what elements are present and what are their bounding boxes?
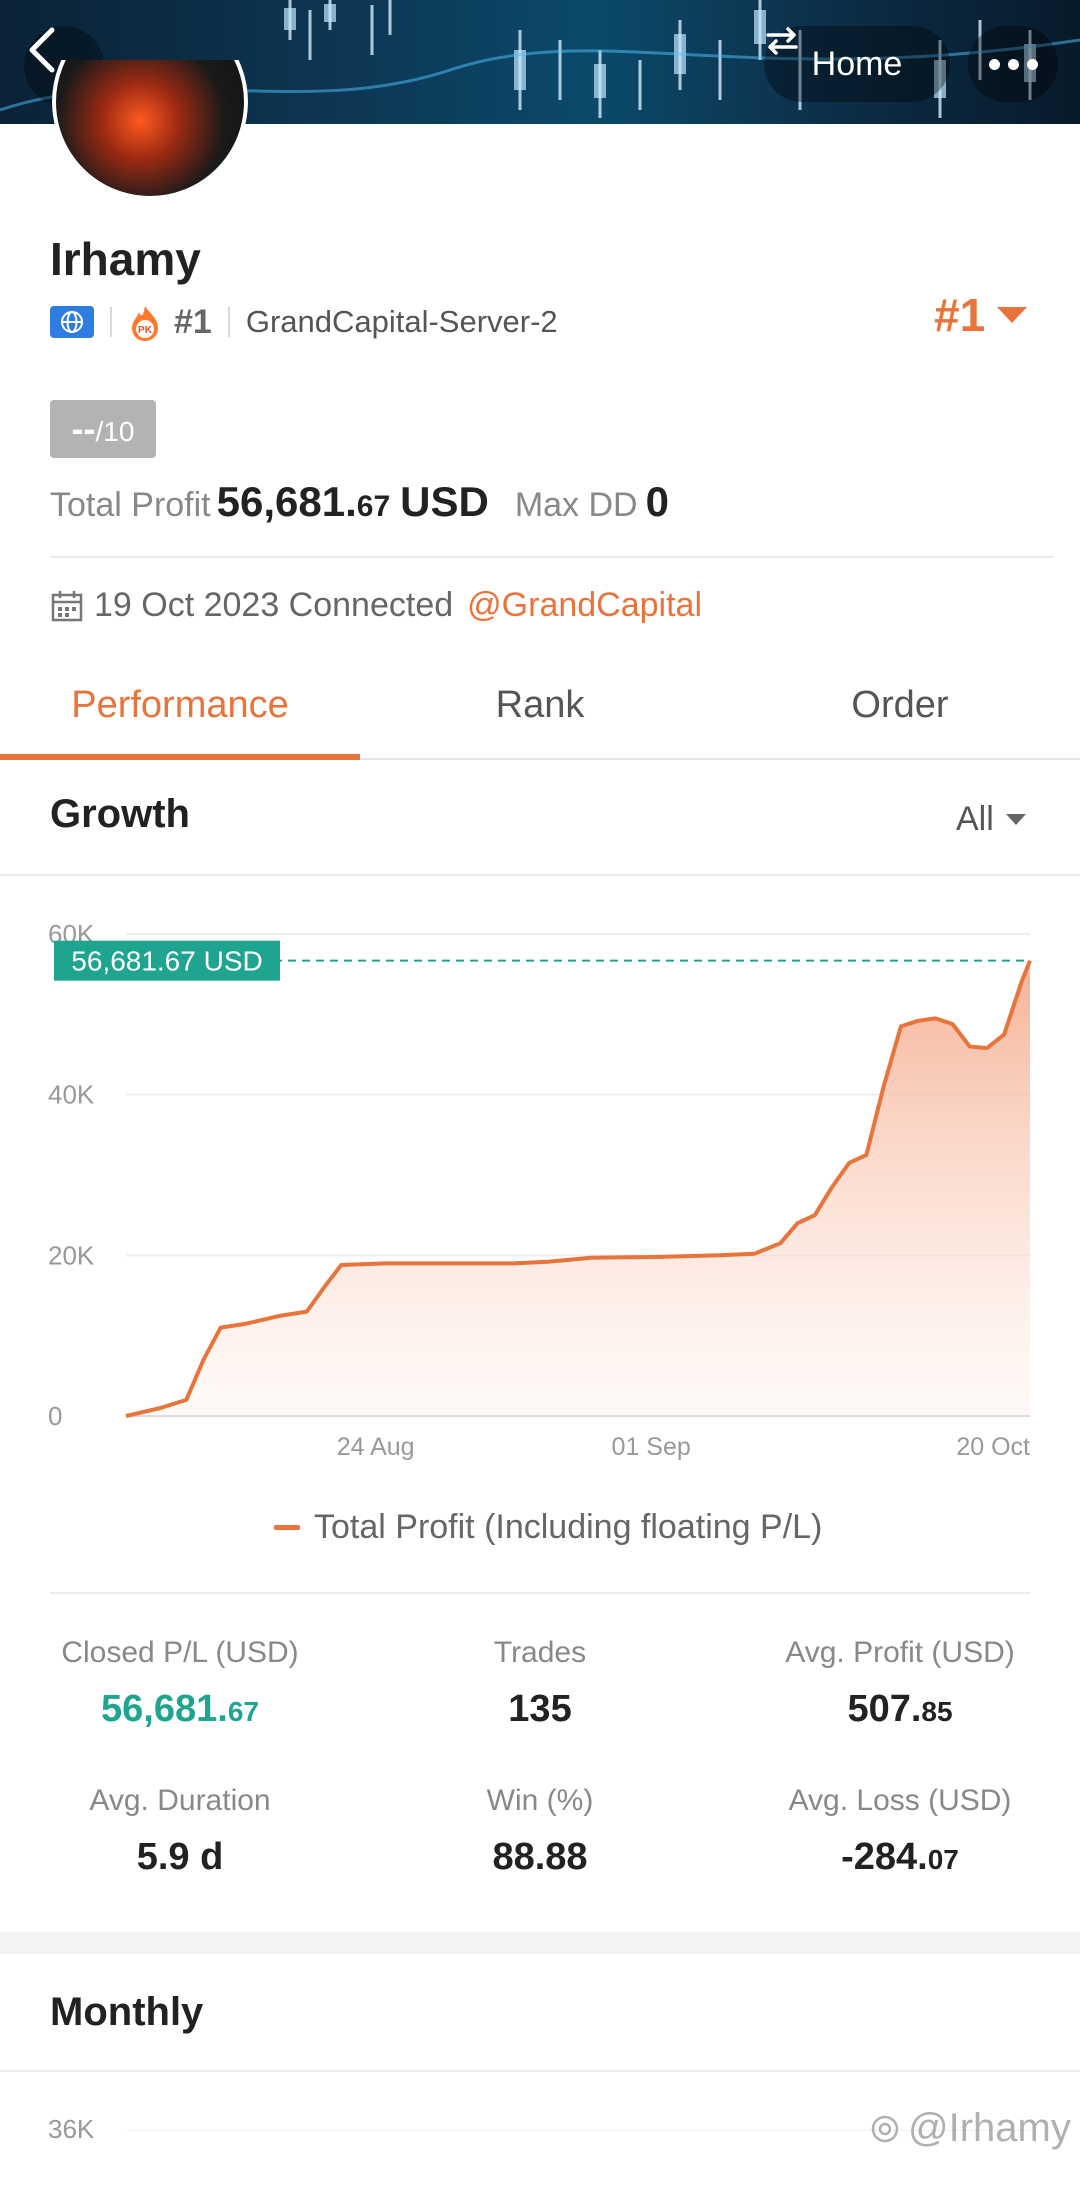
username: Irhamy	[50, 233, 201, 285]
series-line	[125, 959, 1032, 1418]
tab-order[interactable]: Order	[851, 684, 949, 726]
stat-label: Trades	[493, 1636, 587, 1669]
avatar-image	[52, 60, 248, 200]
tab-rank[interactable]: Rank	[495, 684, 585, 726]
pk-flame-icon: PK	[128, 304, 162, 341]
current-value-label: 56,681.67 USD	[71, 946, 262, 977]
profit-summary: Total Profit 56,681. 67 USD Max DD 0	[50, 478, 669, 526]
divider	[0, 2070, 1080, 2072]
range-value: All	[956, 800, 994, 838]
stat-label: Avg. Profit (USD)	[785, 1636, 1015, 1669]
watermark: @Irhamy	[868, 2106, 1071, 2151]
monthly-title: Monthly	[50, 1990, 204, 2034]
growth-chart[interactable]: 0 20K 40K 60K 24 Aug 01 Sep 20 Oct 56,681.67 US…	[0, 900, 1080, 1480]
x-tick-label: 20 Oct	[956, 1433, 1030, 1461]
globe-icon	[50, 306, 94, 338]
rank-value: #1	[934, 289, 986, 341]
stat-label: Avg. Loss (USD)	[788, 1784, 1012, 1817]
stat-value-dec: 07	[927, 1844, 959, 1875]
more-dots-icon	[1026, 58, 1038, 70]
avatar[interactable]	[52, 60, 248, 200]
legend-label: Total Profit (Including floating P/L)	[314, 1508, 823, 1546]
stat-value: -284.07	[720, 1836, 1080, 1879]
chevron-left-icon	[29, 27, 55, 73]
divider	[50, 1592, 1030, 1594]
home-button[interactable]: Home	[764, 26, 950, 102]
svg-text:PK: PK	[138, 325, 153, 336]
range-dropdown[interactable]: All	[956, 800, 1026, 839]
score-badge: -- /10	[50, 400, 156, 458]
caret-down-icon	[1005, 814, 1026, 825]
connected-text: 19 Oct 2023 Connected	[94, 586, 454, 624]
y-tick-label: 0	[48, 1401, 62, 1431]
stat-win-rate: Win (%) 88.88	[360, 1784, 720, 1879]
stat-value-dec: 67	[227, 1696, 259, 1727]
stat-avg-loss: Avg. Loss (USD) -284.07	[720, 1784, 1080, 1879]
score-value: --	[71, 408, 96, 449]
stat-avg-duration: Avg. Duration 5.9 d	[0, 1784, 360, 1879]
stat-trades: Trades 135	[360, 1636, 720, 1731]
rank-dropdown[interactable]: #1	[934, 288, 1028, 342]
rank-badge-text: #1	[174, 302, 212, 341]
max-dd-label: Max DD	[514, 486, 638, 524]
series-area	[126, 960, 1030, 1416]
stat-value: 507.85	[720, 1688, 1080, 1731]
stat-avg-profit: Avg. Profit (USD) 507.85	[720, 1636, 1080, 1731]
total-profit-unit: USD	[400, 478, 489, 525]
profile-tags: PK #1 GrandCapital-Server-2	[50, 300, 558, 344]
tab-performance[interactable]: Performance	[0, 670, 360, 760]
stat-value: 5.9 d	[136, 1836, 224, 1878]
legend-swatch	[274, 1525, 300, 1530]
caret-down-icon	[997, 307, 1028, 323]
connection-info: 19 Oct 2023 Connected @GrandCapital	[50, 586, 702, 625]
growth-title: Growth	[50, 792, 190, 836]
max-dd-value: 0	[645, 478, 669, 525]
stat-value-dec: 85	[921, 1696, 953, 1727]
x-tick-label: 01 Sep	[612, 1433, 691, 1461]
divider	[0, 874, 1080, 876]
server-name: GrandCapital-Server-2	[245, 304, 558, 339]
y-tick-label: 20K	[48, 1240, 95, 1270]
stat-label: Win (%)	[486, 1784, 594, 1817]
divider	[110, 307, 112, 337]
broker-link[interactable]: @GrandCapital	[467, 586, 703, 624]
stat-label: Closed P/L (USD)	[61, 1636, 299, 1669]
tab-bar: Performance Rank Order	[0, 670, 1080, 760]
stat-value-int: -284.	[841, 1836, 928, 1878]
current-value-badge	[54, 940, 280, 981]
divider	[227, 307, 230, 337]
stat-label: Avg. Duration	[89, 1784, 271, 1817]
x-tick-label: 24 Aug	[337, 1433, 415, 1461]
total-profit-dec: 67	[356, 490, 391, 523]
total-profit-label: Total Profit	[50, 486, 211, 524]
monthly-y-tick: 36K	[48, 2114, 95, 2144]
monthly-gridline	[126, 2130, 1030, 2131]
more-dots-icon	[988, 58, 1000, 70]
section-separator	[0, 1932, 1080, 1954]
watermark-text: @Irhamy	[908, 2106, 1071, 2150]
stat-value: 135	[508, 1688, 572, 1730]
y-tick-label: 40K	[48, 1080, 95, 1110]
score-max: /10	[95, 416, 135, 447]
swap-arrows-icon	[766, 27, 798, 55]
stat-value-int: 507.	[847, 1688, 922, 1730]
total-profit-int: 56,681.	[216, 478, 357, 525]
camera-icon	[871, 2115, 899, 2142]
divider	[50, 556, 1054, 558]
stat-closed-pl: Closed P/L (USD) 56,681.67	[0, 1636, 360, 1731]
more-button[interactable]	[968, 26, 1058, 102]
stat-value: 56,681.67	[0, 1688, 360, 1731]
calendar-icon	[51, 590, 83, 621]
more-dots-icon	[1007, 58, 1019, 70]
stat-value-int: 56,681.	[101, 1688, 228, 1730]
home-label: Home	[811, 44, 903, 83]
stat-value: 88.88	[492, 1836, 588, 1878]
chart-legend: Total Profit (Including floating P/L)	[274, 1508, 822, 1547]
